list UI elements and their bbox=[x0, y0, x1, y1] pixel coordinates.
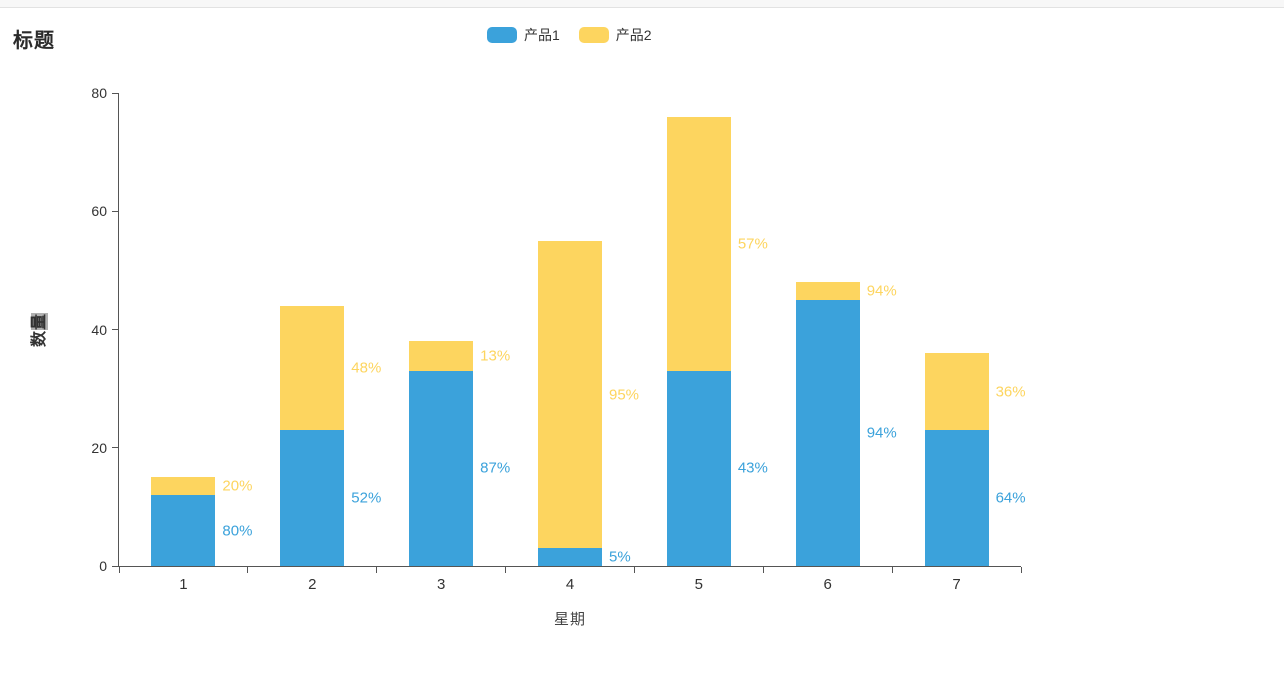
bar-segment-series1-cat1[interactable] bbox=[151, 495, 216, 566]
bar-percent-label-series2-cat5: 57% bbox=[737, 235, 768, 253]
y-axis-tick bbox=[112, 565, 118, 567]
y-axis-title-char2-highlighted: 量 bbox=[31, 312, 48, 330]
legend-label-product1: 产品1 bbox=[524, 27, 560, 43]
y-axis-tick-label: 0 bbox=[99, 558, 107, 574]
bar-percent-label-series1-cat5: 43% bbox=[737, 459, 768, 477]
bar-percent-label-series2-cat4: 95% bbox=[609, 386, 640, 404]
bar-percent-label-series2-cat2: 48% bbox=[351, 359, 382, 377]
bar-percent-label-series1-cat3: 87% bbox=[480, 459, 511, 477]
x-axis-tick bbox=[1020, 567, 1022, 573]
chart-title: 标题 bbox=[13, 30, 55, 52]
bar-percent-label-series2-cat3: 13% bbox=[480, 347, 511, 365]
bar-segment-series2-cat6[interactable] bbox=[795, 282, 860, 300]
x-axis-tick bbox=[118, 567, 120, 573]
y-axis-tick-label: 60 bbox=[91, 203, 107, 220]
legend-item-product1[interactable]: 产品1 bbox=[487, 25, 560, 45]
legend: 产品1 产品2 bbox=[487, 25, 652, 45]
x-axis-tick-label: 4 bbox=[565, 576, 575, 593]
bar-segment-series2-cat5[interactable] bbox=[666, 116, 731, 371]
x-axis-tick bbox=[762, 567, 764, 573]
bar-segment-series2-cat3[interactable] bbox=[409, 341, 474, 371]
x-axis-tick-label: 6 bbox=[823, 576, 832, 593]
bar-percent-label-series1-cat4: 5% bbox=[609, 548, 631, 566]
y-axis-tick-label: 80 bbox=[91, 85, 107, 101]
bar-percent-label-series1-cat6: 94% bbox=[866, 424, 897, 442]
y-axis-title: 数量 bbox=[20, 310, 60, 350]
legend-swatch-product1 bbox=[487, 27, 517, 43]
x-axis-tick bbox=[633, 567, 635, 573]
bar-segment-series1-cat5[interactable] bbox=[666, 370, 731, 566]
bar-segment-series1-cat2[interactable] bbox=[280, 430, 345, 566]
bar-percent-label-series2-cat6: 94% bbox=[866, 282, 897, 300]
legend-swatch-product2 bbox=[578, 27, 609, 43]
y-axis-tick-label: 40 bbox=[91, 321, 107, 338]
y-axis-tick bbox=[112, 92, 118, 94]
y-axis-tick bbox=[112, 329, 118, 330]
bar-segment-series2-cat2[interactable] bbox=[280, 305, 345, 430]
x-axis-tick-label: 5 bbox=[694, 576, 704, 593]
x-axis-tick bbox=[891, 567, 893, 573]
bar-segment-series2-cat7[interactable] bbox=[924, 353, 989, 430]
x-axis-tick-label: 1 bbox=[179, 576, 188, 593]
y-axis-tick-label: 20 bbox=[91, 439, 107, 456]
x-axis-tick bbox=[376, 567, 378, 573]
x-axis-tick bbox=[505, 567, 507, 573]
browser-top-strip bbox=[0, 0, 1284, 8]
legend-item-product2[interactable]: 产品2 bbox=[578, 25, 652, 45]
y-axis-title-char1: 数 bbox=[31, 330, 48, 348]
legend-label-product2: 产品2 bbox=[615, 27, 652, 43]
x-axis-title: 星期 bbox=[553, 611, 587, 628]
bar-segment-series1-cat3[interactable] bbox=[409, 370, 474, 566]
bar-percent-label-series1-cat2: 52% bbox=[351, 489, 382, 507]
bar-segment-series2-cat4[interactable] bbox=[538, 240, 602, 549]
bar-percent-label-series2-cat7: 36% bbox=[995, 383, 1026, 401]
y-axis-tick bbox=[112, 210, 118, 212]
bar-segment-series2-cat1[interactable] bbox=[151, 477, 216, 496]
bar-segment-series1-cat4[interactable] bbox=[538, 548, 602, 566]
x-axis-tick-label: 2 bbox=[308, 576, 317, 593]
x-axis-tick-label: 3 bbox=[436, 576, 446, 593]
y-axis-tick bbox=[112, 447, 118, 449]
bar-segment-series1-cat6[interactable] bbox=[795, 299, 860, 566]
plot-area: 星期 0 20 40 60 80 1 2 3 4 5 6 7 80% 20% 52% 48% 87% 13% 5% 9… bbox=[91, 85, 1025, 628]
bar-percent-label-series1-cat7: 64% bbox=[995, 489, 1026, 507]
x-axis-tick bbox=[247, 567, 249, 573]
x-axis-tick-label: 7 bbox=[952, 576, 961, 593]
bar-segment-series1-cat7[interactable] bbox=[924, 430, 989, 566]
bar-percent-label-series2-cat1: 20% bbox=[222, 477, 253, 495]
bar-percent-label-series1-cat1: 80% bbox=[222, 522, 253, 540]
